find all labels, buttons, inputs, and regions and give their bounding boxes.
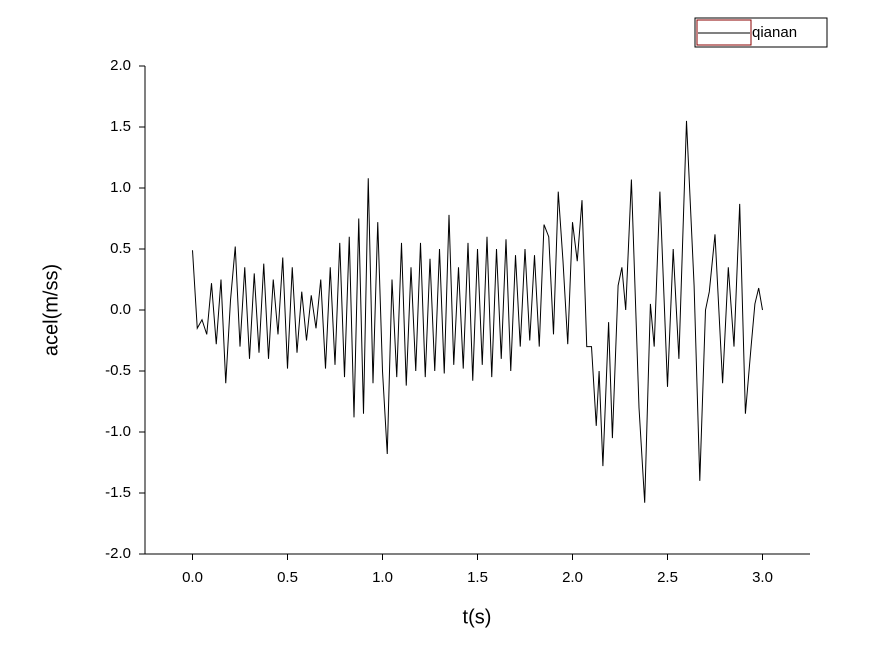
x-axis-title: t(s) <box>463 606 492 628</box>
y-tick-label: 0.0 <box>110 301 131 318</box>
y-tick-label: -1.0 <box>105 423 131 440</box>
x-tick-label: 3.0 <box>752 569 773 586</box>
x-tick-label: 0.0 <box>182 569 203 586</box>
x-tick-label: 1.0 <box>372 569 393 586</box>
x-tick-label: 0.5 <box>277 569 298 586</box>
y-tick-label: 1.0 <box>110 179 131 196</box>
x-tick-label: 1.5 <box>467 569 488 586</box>
legend-label: qianan <box>752 24 797 41</box>
x-tick-label: 2.0 <box>562 569 583 586</box>
y-tick-label: -1.5 <box>105 484 131 501</box>
data-line <box>192 120 763 503</box>
y-tick-label: 1.5 <box>110 118 131 135</box>
x-tick-label: 2.5 <box>657 569 678 586</box>
y-axis-title: acel(m/ss) <box>40 264 62 356</box>
y-tick-label: 0.5 <box>110 240 131 257</box>
legend-swatch-frame <box>696 19 752 46</box>
y-tick-label: 2.0 <box>110 57 131 74</box>
y-tick-label: -0.5 <box>105 362 131 379</box>
y-tick-label: -2.0 <box>105 545 131 562</box>
